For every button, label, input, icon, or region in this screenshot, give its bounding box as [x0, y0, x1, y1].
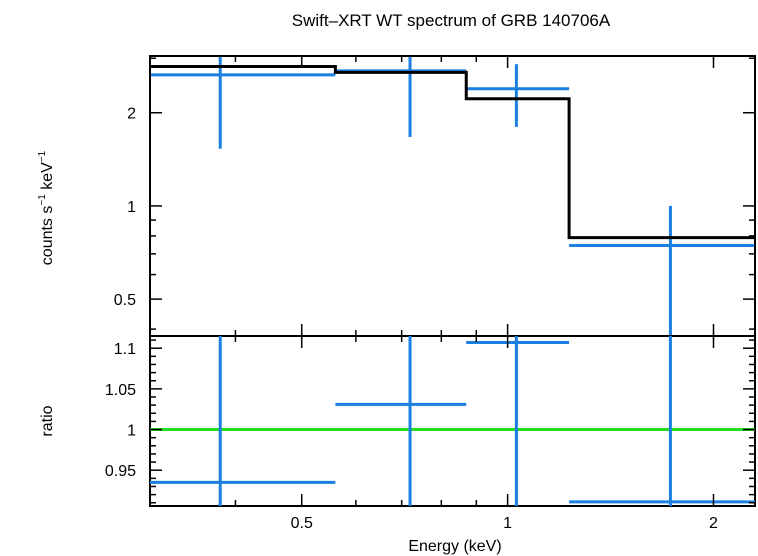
spectrum-ytick-label: 1 [127, 199, 136, 216]
y-axis-label-ratio: ratio [39, 405, 56, 436]
y-axis-label-counts: counts s−1 keV−1 [37, 150, 56, 265]
ratio-ytick-label: 1 [127, 423, 136, 440]
xtick-label: 2 [709, 515, 718, 532]
spectrum-ytick-label: 0.5 [114, 292, 136, 309]
ratio-ytick-label: 1.05 [105, 382, 136, 399]
chart-title: Swift–XRT WT spectrum of GRB 140706A [292, 11, 611, 30]
spectrum-ytick-label: 2 [127, 106, 136, 123]
model-step-line [150, 65, 755, 240]
xtick-label: 1 [503, 515, 512, 532]
ratio-panel: 0.95 1 1.05 1.1 0.5 1 2 [105, 56, 755, 532]
xtick-label: 0.5 [291, 515, 313, 532]
ratio-ytick-label: 1.1 [114, 341, 136, 358]
plot-frame [149, 55, 756, 507]
x-axis-label: Energy (keV) [408, 538, 501, 555]
spectrum-panel: 0.5 1 2 [114, 55, 756, 507]
ratio-ytick-label: 0.95 [105, 463, 136, 480]
